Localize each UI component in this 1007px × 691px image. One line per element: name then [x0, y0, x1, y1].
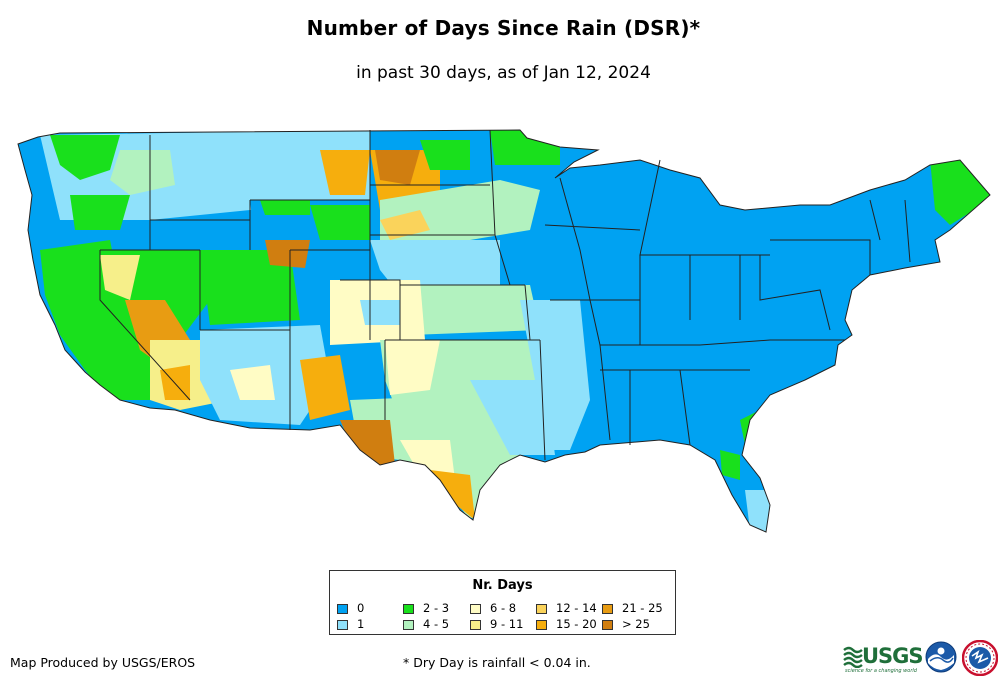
- usgs-logo: USGS science for a changing world: [843, 643, 924, 677]
- legend-item-9-11: 9 - 11: [470, 618, 523, 630]
- dsr-2-3-florida: [720, 450, 740, 480]
- legend-item-over-25: > 25: [602, 618, 650, 630]
- dsr-2-3-washington: [50, 135, 120, 180]
- legend-swatch: [536, 619, 547, 630]
- legend-swatch: [470, 603, 481, 614]
- dsr-2-3-wyoming-east: [310, 205, 370, 240]
- dsr-15-20-montana: [320, 150, 370, 195]
- legend-item-0: 0: [337, 602, 364, 614]
- legend-label: > 25: [622, 617, 650, 631]
- dsr-2-3-oregon: [70, 195, 130, 230]
- legend-swatch: [470, 619, 481, 630]
- dsr-1-east-texas: [470, 380, 555, 455]
- legend-item-1: 1: [337, 618, 364, 630]
- usgs-wave-icon: [843, 646, 863, 668]
- usgs-wordmark: USGS: [862, 644, 924, 668]
- legend-title: Nr. Days: [472, 578, 533, 593]
- dsr-4-5-kansas: [400, 285, 540, 335]
- legend-label: 1: [357, 617, 365, 631]
- legend-swatch: [602, 619, 613, 630]
- dsr-6-8-texas-panhandle: [385, 340, 440, 395]
- dsr-12-14-south-dakota: [380, 210, 430, 240]
- legend-item-12-14: 12 - 14: [536, 602, 597, 614]
- dsr-1-south-florida: [745, 490, 775, 532]
- legend-swatch: [337, 603, 348, 614]
- noaa-logo: [925, 641, 957, 673]
- legend-swatch: [403, 603, 414, 614]
- dsr-2-3-utah: [200, 250, 300, 325]
- legend-item-21-25: 21 - 25: [602, 602, 663, 614]
- dsr-2-3-california: [40, 240, 170, 400]
- usgs-tagline: science for a changing world: [845, 668, 917, 674]
- dsr-1-colorado-east: [360, 300, 400, 325]
- legend-label: 0: [357, 601, 365, 615]
- dsr-15-20-new-mexico: [300, 355, 350, 420]
- legend-swatch: [403, 619, 414, 630]
- dry-day-footnote: * Dry Day is rainfall < 0.04 in.: [403, 655, 591, 670]
- state-boundaries: [17, 129, 991, 533]
- dsr-over-25-west-texas: [340, 420, 395, 465]
- dsr-2-3-north-dakota-east: [420, 140, 470, 170]
- dsr-1-arkansas: [520, 300, 590, 450]
- dsr-6-8-arizona: [230, 365, 275, 400]
- legend-item-2-3: 2 - 3: [403, 602, 449, 614]
- map-credit: Map Produced by USGS/EROS: [10, 655, 196, 670]
- dsr-4-5-washington: [110, 150, 175, 195]
- nws-logo: [962, 640, 998, 676]
- dsr-15-20-south-texas: [430, 470, 475, 520]
- dsr-over-25-colorado: [265, 240, 310, 268]
- dsr-6-8-texas-south: [400, 440, 455, 480]
- legend-label: 21 - 25: [622, 601, 663, 615]
- legend-item-4-5: 4 - 5: [403, 618, 449, 630]
- legend-item-6-8: 6 - 8: [470, 602, 516, 614]
- legend-swatch: [602, 603, 613, 614]
- legend-label: 15 - 20: [556, 617, 597, 631]
- map-title: Number of Days Since Rain (DSR)*: [306, 16, 701, 40]
- map-subtitle: in past 30 days, as of Jan 12, 2024: [356, 63, 651, 83]
- dsr-2-3-wyoming: [260, 200, 310, 215]
- legend-item-15-20: 15 - 20: [536, 618, 597, 630]
- dsr-9-11-nevada: [100, 255, 140, 300]
- legend-swatch: [337, 619, 348, 630]
- legend-label: 9 - 11: [490, 617, 524, 631]
- legend-label: 2 - 3: [423, 601, 450, 615]
- legend-label: 6 - 8: [490, 601, 517, 615]
- legend-swatch: [536, 603, 547, 614]
- map-legend: Nr. Days 0 1 2 - 3 4 - 5 6 - 8 9 - 11 12…: [329, 570, 676, 635]
- legend-label: 4 - 5: [423, 617, 450, 631]
- legend-label: 12 - 14: [556, 601, 597, 615]
- dsr-over-25-north-dakota: [375, 150, 420, 185]
